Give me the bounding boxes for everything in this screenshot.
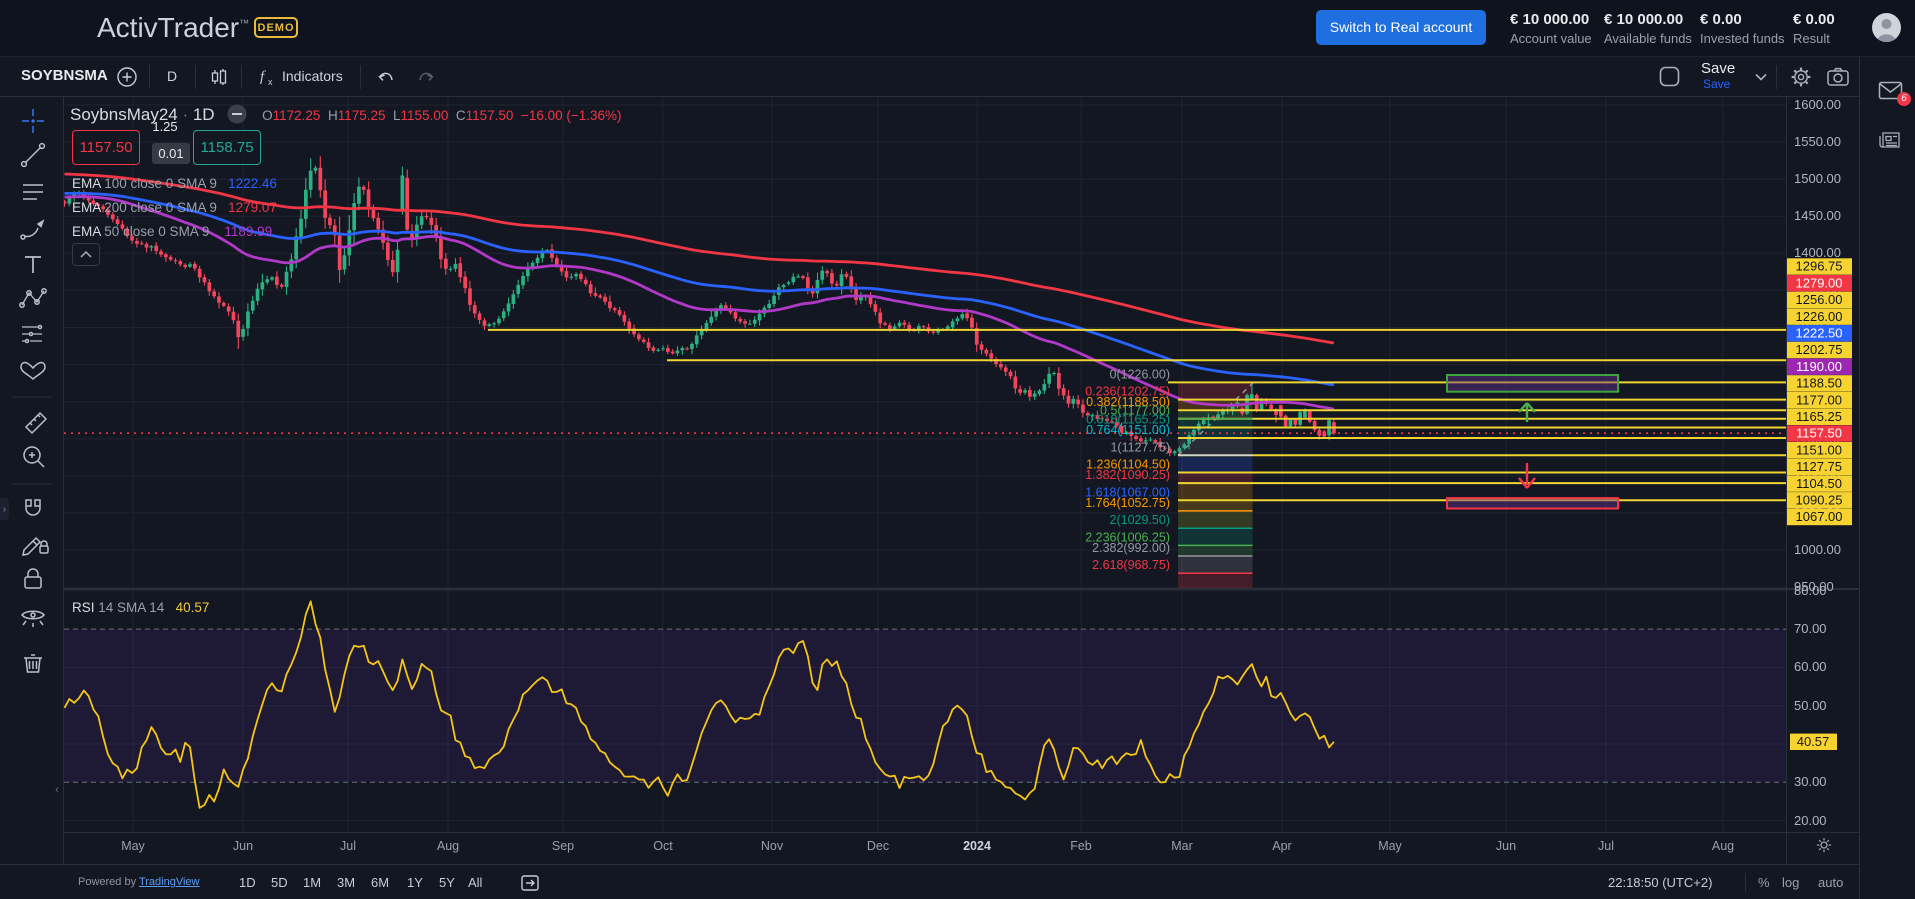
svg-text:80.00: 80.00 (1794, 583, 1827, 598)
svg-text:Mar: Mar (1171, 839, 1193, 853)
svg-text:1090.25: 1090.25 (1796, 493, 1843, 508)
svg-text:1226.00: 1226.00 (1796, 309, 1843, 324)
svg-text:1127.75: 1127.75 (1796, 459, 1842, 474)
svg-text:1450.00: 1450.00 (1794, 208, 1841, 223)
svg-text:1(1127.75): 1(1127.75) (1110, 440, 1170, 454)
svg-text:0.382(1188.50): 0.382(1188.50) (1086, 395, 1170, 409)
svg-text:1104.50: 1104.50 (1796, 476, 1842, 491)
svg-text:60.00: 60.00 (1794, 659, 1827, 674)
svg-text:950.00: 950.00 (1794, 579, 1834, 594)
svg-text:0.618(1165.25): 0.618(1165.25) (1086, 413, 1170, 427)
svg-text:40.57: 40.57 (1797, 734, 1830, 749)
svg-text:May: May (121, 839, 145, 853)
svg-text:50.00: 50.00 (1794, 698, 1827, 713)
svg-text:70.00: 70.00 (1794, 621, 1827, 636)
svg-text:1.764(1052.75): 1.764(1052.75) (1085, 496, 1170, 510)
svg-text:May: May (1378, 839, 1402, 853)
svg-text:1151.00: 1151.00 (1796, 442, 1842, 457)
svg-text:2024: 2024 (963, 839, 991, 853)
svg-text:1188.50: 1188.50 (1796, 376, 1842, 391)
svg-text:1165.25: 1165.25 (1796, 409, 1842, 424)
svg-text:Aug: Aug (1712, 839, 1734, 853)
svg-text:Feb: Feb (1070, 839, 1092, 853)
svg-text:Jul: Jul (340, 839, 356, 853)
svg-text:1.382(1090.25): 1.382(1090.25) (1085, 468, 1170, 482)
svg-text:Jun: Jun (1496, 839, 1516, 853)
svg-text:1000.00: 1000.00 (1794, 542, 1841, 557)
svg-text:0.764(1151.00): 0.764(1151.00) (1086, 423, 1170, 437)
svg-text:Dec: Dec (867, 839, 889, 853)
svg-text:1256.00: 1256.00 (1796, 292, 1843, 307)
svg-text:1067.00: 1067.00 (1796, 509, 1843, 524)
svg-text:0.5(1177.00): 0.5(1177.00) (1100, 404, 1170, 418)
svg-text:1202.75: 1202.75 (1796, 342, 1843, 357)
svg-text:Aug: Aug (437, 839, 459, 853)
svg-text:30.00: 30.00 (1794, 774, 1827, 789)
svg-text:Oct: Oct (653, 839, 673, 853)
svg-text:2.236(1006.25): 2.236(1006.25) (1085, 530, 1170, 544)
svg-text:Sep: Sep (552, 839, 574, 853)
svg-text:Jul: Jul (1598, 839, 1614, 853)
svg-text:1222.50: 1222.50 (1796, 326, 1843, 341)
svg-text:0.236(1202.75): 0.236(1202.75) (1085, 385, 1170, 399)
svg-text:0(1226.00): 0(1226.00) (1110, 367, 1170, 381)
svg-text:Nov: Nov (761, 839, 784, 853)
svg-text:1600.00: 1600.00 (1794, 97, 1841, 112)
svg-text:1400.00: 1400.00 (1794, 245, 1841, 260)
svg-text:x: x (268, 77, 273, 87)
svg-text:Apr: Apr (1272, 839, 1291, 853)
svg-text:2.618(968.75): 2.618(968.75) (1092, 558, 1170, 572)
svg-text:1.618(1067.00): 1.618(1067.00) (1085, 485, 1170, 499)
svg-text:1500.00: 1500.00 (1794, 171, 1841, 186)
svg-text:1296.75: 1296.75 (1796, 259, 1843, 274)
svg-text:1157.50: 1157.50 (1796, 426, 1842, 441)
svg-text:1550.00: 1550.00 (1794, 134, 1841, 149)
svg-text:f: f (260, 69, 266, 85)
svg-text:Jun: Jun (233, 839, 253, 853)
svg-text:2(1029.50): 2(1029.50) (1110, 513, 1170, 527)
svg-text:1279.00: 1279.00 (1796, 275, 1843, 290)
svg-text:2.382(992.00): 2.382(992.00) (1092, 541, 1170, 555)
svg-text:1.236(1104.50): 1.236(1104.50) (1086, 458, 1170, 472)
svg-text:1190.00: 1190.00 (1796, 359, 1842, 374)
svg-text:1177.00: 1177.00 (1796, 392, 1842, 407)
svg-text:20.00: 20.00 (1794, 813, 1827, 828)
